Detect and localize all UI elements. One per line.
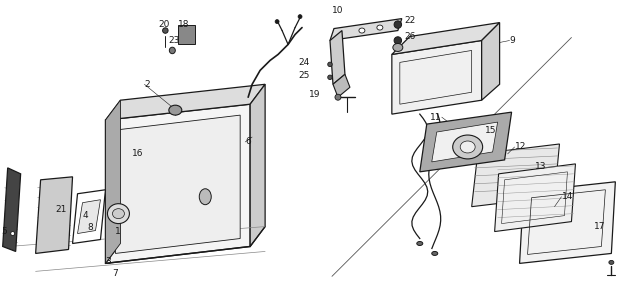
Polygon shape bbox=[179, 25, 195, 45]
Text: 11: 11 bbox=[430, 113, 442, 122]
Polygon shape bbox=[250, 84, 265, 246]
Text: 9: 9 bbox=[509, 36, 515, 45]
Text: 23: 23 bbox=[168, 36, 180, 45]
Polygon shape bbox=[520, 182, 615, 263]
Text: 18: 18 bbox=[179, 20, 190, 29]
Ellipse shape bbox=[460, 141, 475, 153]
Ellipse shape bbox=[452, 135, 483, 159]
Ellipse shape bbox=[108, 204, 129, 224]
Polygon shape bbox=[495, 164, 575, 232]
Polygon shape bbox=[330, 19, 402, 41]
Ellipse shape bbox=[163, 28, 168, 33]
Text: 7: 7 bbox=[113, 269, 118, 278]
Polygon shape bbox=[333, 74, 350, 97]
Polygon shape bbox=[3, 168, 20, 252]
Ellipse shape bbox=[393, 43, 403, 51]
Text: 6: 6 bbox=[245, 138, 251, 146]
Ellipse shape bbox=[328, 75, 332, 80]
Text: 3: 3 bbox=[106, 257, 111, 266]
Polygon shape bbox=[330, 30, 345, 84]
Polygon shape bbox=[432, 122, 498, 162]
Text: 2: 2 bbox=[145, 80, 150, 89]
Text: 12: 12 bbox=[515, 142, 526, 151]
Polygon shape bbox=[36, 177, 72, 254]
Text: 14: 14 bbox=[561, 192, 573, 201]
Text: 19: 19 bbox=[308, 90, 320, 99]
Text: 26: 26 bbox=[405, 32, 416, 41]
Ellipse shape bbox=[169, 105, 182, 115]
Text: 8: 8 bbox=[88, 223, 93, 232]
Text: 24: 24 bbox=[299, 58, 310, 67]
Ellipse shape bbox=[359, 28, 365, 33]
Polygon shape bbox=[392, 41, 482, 114]
Text: 16: 16 bbox=[132, 149, 144, 158]
Polygon shape bbox=[72, 190, 106, 243]
Text: 22: 22 bbox=[405, 16, 416, 25]
Polygon shape bbox=[472, 144, 559, 207]
Text: 20: 20 bbox=[158, 20, 170, 29]
Ellipse shape bbox=[328, 62, 332, 67]
Ellipse shape bbox=[432, 252, 438, 255]
Ellipse shape bbox=[170, 47, 175, 54]
Text: 15: 15 bbox=[484, 125, 496, 135]
Polygon shape bbox=[106, 84, 265, 120]
Ellipse shape bbox=[377, 25, 383, 30]
Ellipse shape bbox=[199, 189, 211, 205]
Polygon shape bbox=[420, 112, 511, 172]
Text: 21: 21 bbox=[56, 205, 67, 214]
Ellipse shape bbox=[113, 209, 124, 219]
Text: 1: 1 bbox=[115, 227, 121, 236]
Ellipse shape bbox=[11, 232, 15, 235]
Text: 17: 17 bbox=[595, 222, 606, 231]
Ellipse shape bbox=[417, 241, 423, 246]
Ellipse shape bbox=[609, 260, 614, 265]
Polygon shape bbox=[106, 100, 120, 263]
Ellipse shape bbox=[394, 21, 401, 28]
Polygon shape bbox=[392, 23, 500, 54]
Text: 25: 25 bbox=[299, 71, 310, 80]
Polygon shape bbox=[482, 23, 500, 100]
Polygon shape bbox=[115, 115, 240, 254]
Polygon shape bbox=[106, 104, 250, 263]
Polygon shape bbox=[77, 200, 100, 233]
Ellipse shape bbox=[394, 37, 401, 44]
Text: 4: 4 bbox=[83, 211, 88, 220]
Ellipse shape bbox=[298, 15, 302, 19]
Text: 13: 13 bbox=[534, 162, 546, 171]
Text: 5: 5 bbox=[2, 227, 8, 236]
Ellipse shape bbox=[275, 20, 279, 24]
Ellipse shape bbox=[335, 94, 341, 100]
Text: 10: 10 bbox=[332, 6, 344, 15]
